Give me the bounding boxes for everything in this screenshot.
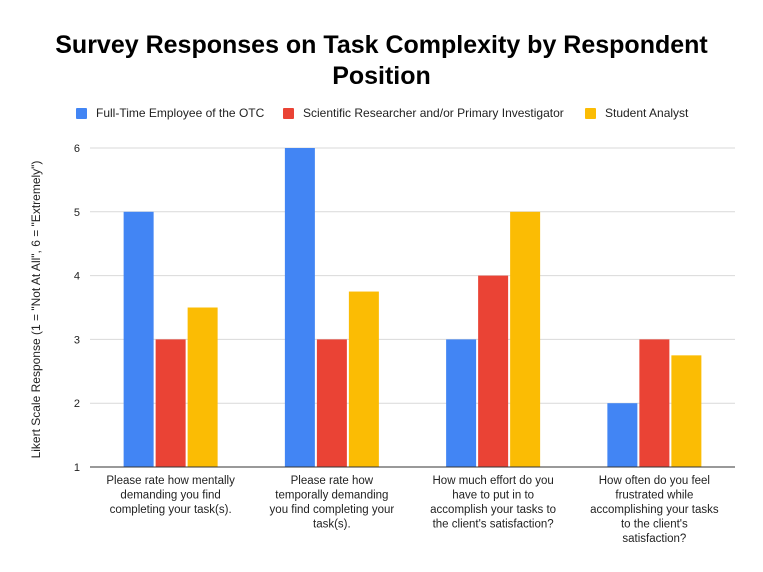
bar-series-1-cat-1 [316,339,347,467]
chart-title-line-1: Survey Responses on Task Complexity by R… [55,31,708,59]
x-category-label: completing your task(s). [110,504,232,516]
legend-label-scientific-researcher: Scientific Researcher and/or Primary Inv… [303,106,564,120]
bar-series-0-cat-1 [284,148,315,467]
y-tick-label: 4 [74,271,80,283]
legend-label-student-analyst: Student Analyst [605,106,689,120]
legend: Full-Time Employee of the OTC Scientific… [0,106,763,126]
x-category-label: to the client's [621,519,688,531]
x-category-label: How often do you feel [599,475,710,487]
x-category-label: have to put in to [452,490,534,502]
bar-series-0-cat-2 [446,339,477,467]
x-category-label: accomplish your tasks to [430,504,556,516]
bar-series-2-cat-3 [671,355,702,467]
x-category-label: Please rate how mentally [106,475,235,487]
legend-swatch-student-analyst [585,107,596,119]
bar-series-0-cat-3 [607,403,638,467]
y-tick-label: 6 [74,143,80,155]
bar-series-2-cat-2 [510,211,541,467]
legend-label-full-time-employee: Full-Time Employee of the OTC [96,106,265,120]
x-category-label: How much effort do you [433,475,554,487]
y-tick-label: 2 [74,398,80,410]
chart-title-line-2: Position [332,62,431,90]
bar-series-1-cat-0 [155,339,186,467]
x-category-label: temporally demanding [275,490,388,502]
x-category-label: demanding you find [120,490,220,502]
x-category-label: task(s). [313,519,351,531]
y-tick-label: 3 [74,334,80,346]
x-category-label: you find completing your [270,504,395,516]
x-category-label: Please rate how [291,475,374,487]
legend-item-student-analyst: Student Analyst [585,106,688,120]
bar-series-2-cat-1 [348,291,379,467]
x-category-label: frustrated while [615,490,693,502]
legend-swatch-scientific-researcher [283,107,294,119]
x-category-label: accomplishing your tasks [590,504,719,516]
legend-item-scientific-researcher: Scientific Researcher and/or Primary Inv… [283,106,564,120]
bar-series-1-cat-3 [639,339,670,467]
y-axis-label: Likert Scale Response (1 = "Not At All",… [29,161,43,459]
bar-series-0-cat-0 [123,211,154,467]
x-category-label: satisfaction? [622,533,686,545]
y-tick-label: 5 [74,207,80,219]
x-category-label: the client's satisfaction? [433,519,554,531]
legend-item-full-time-employee: Full-Time Employee of the OTC [76,106,264,120]
bar-series-1-cat-2 [478,275,509,467]
bar-series-2-cat-0 [187,307,218,467]
legend-swatch-full-time-employee [76,107,87,119]
y-tick-label: 1 [74,462,80,474]
